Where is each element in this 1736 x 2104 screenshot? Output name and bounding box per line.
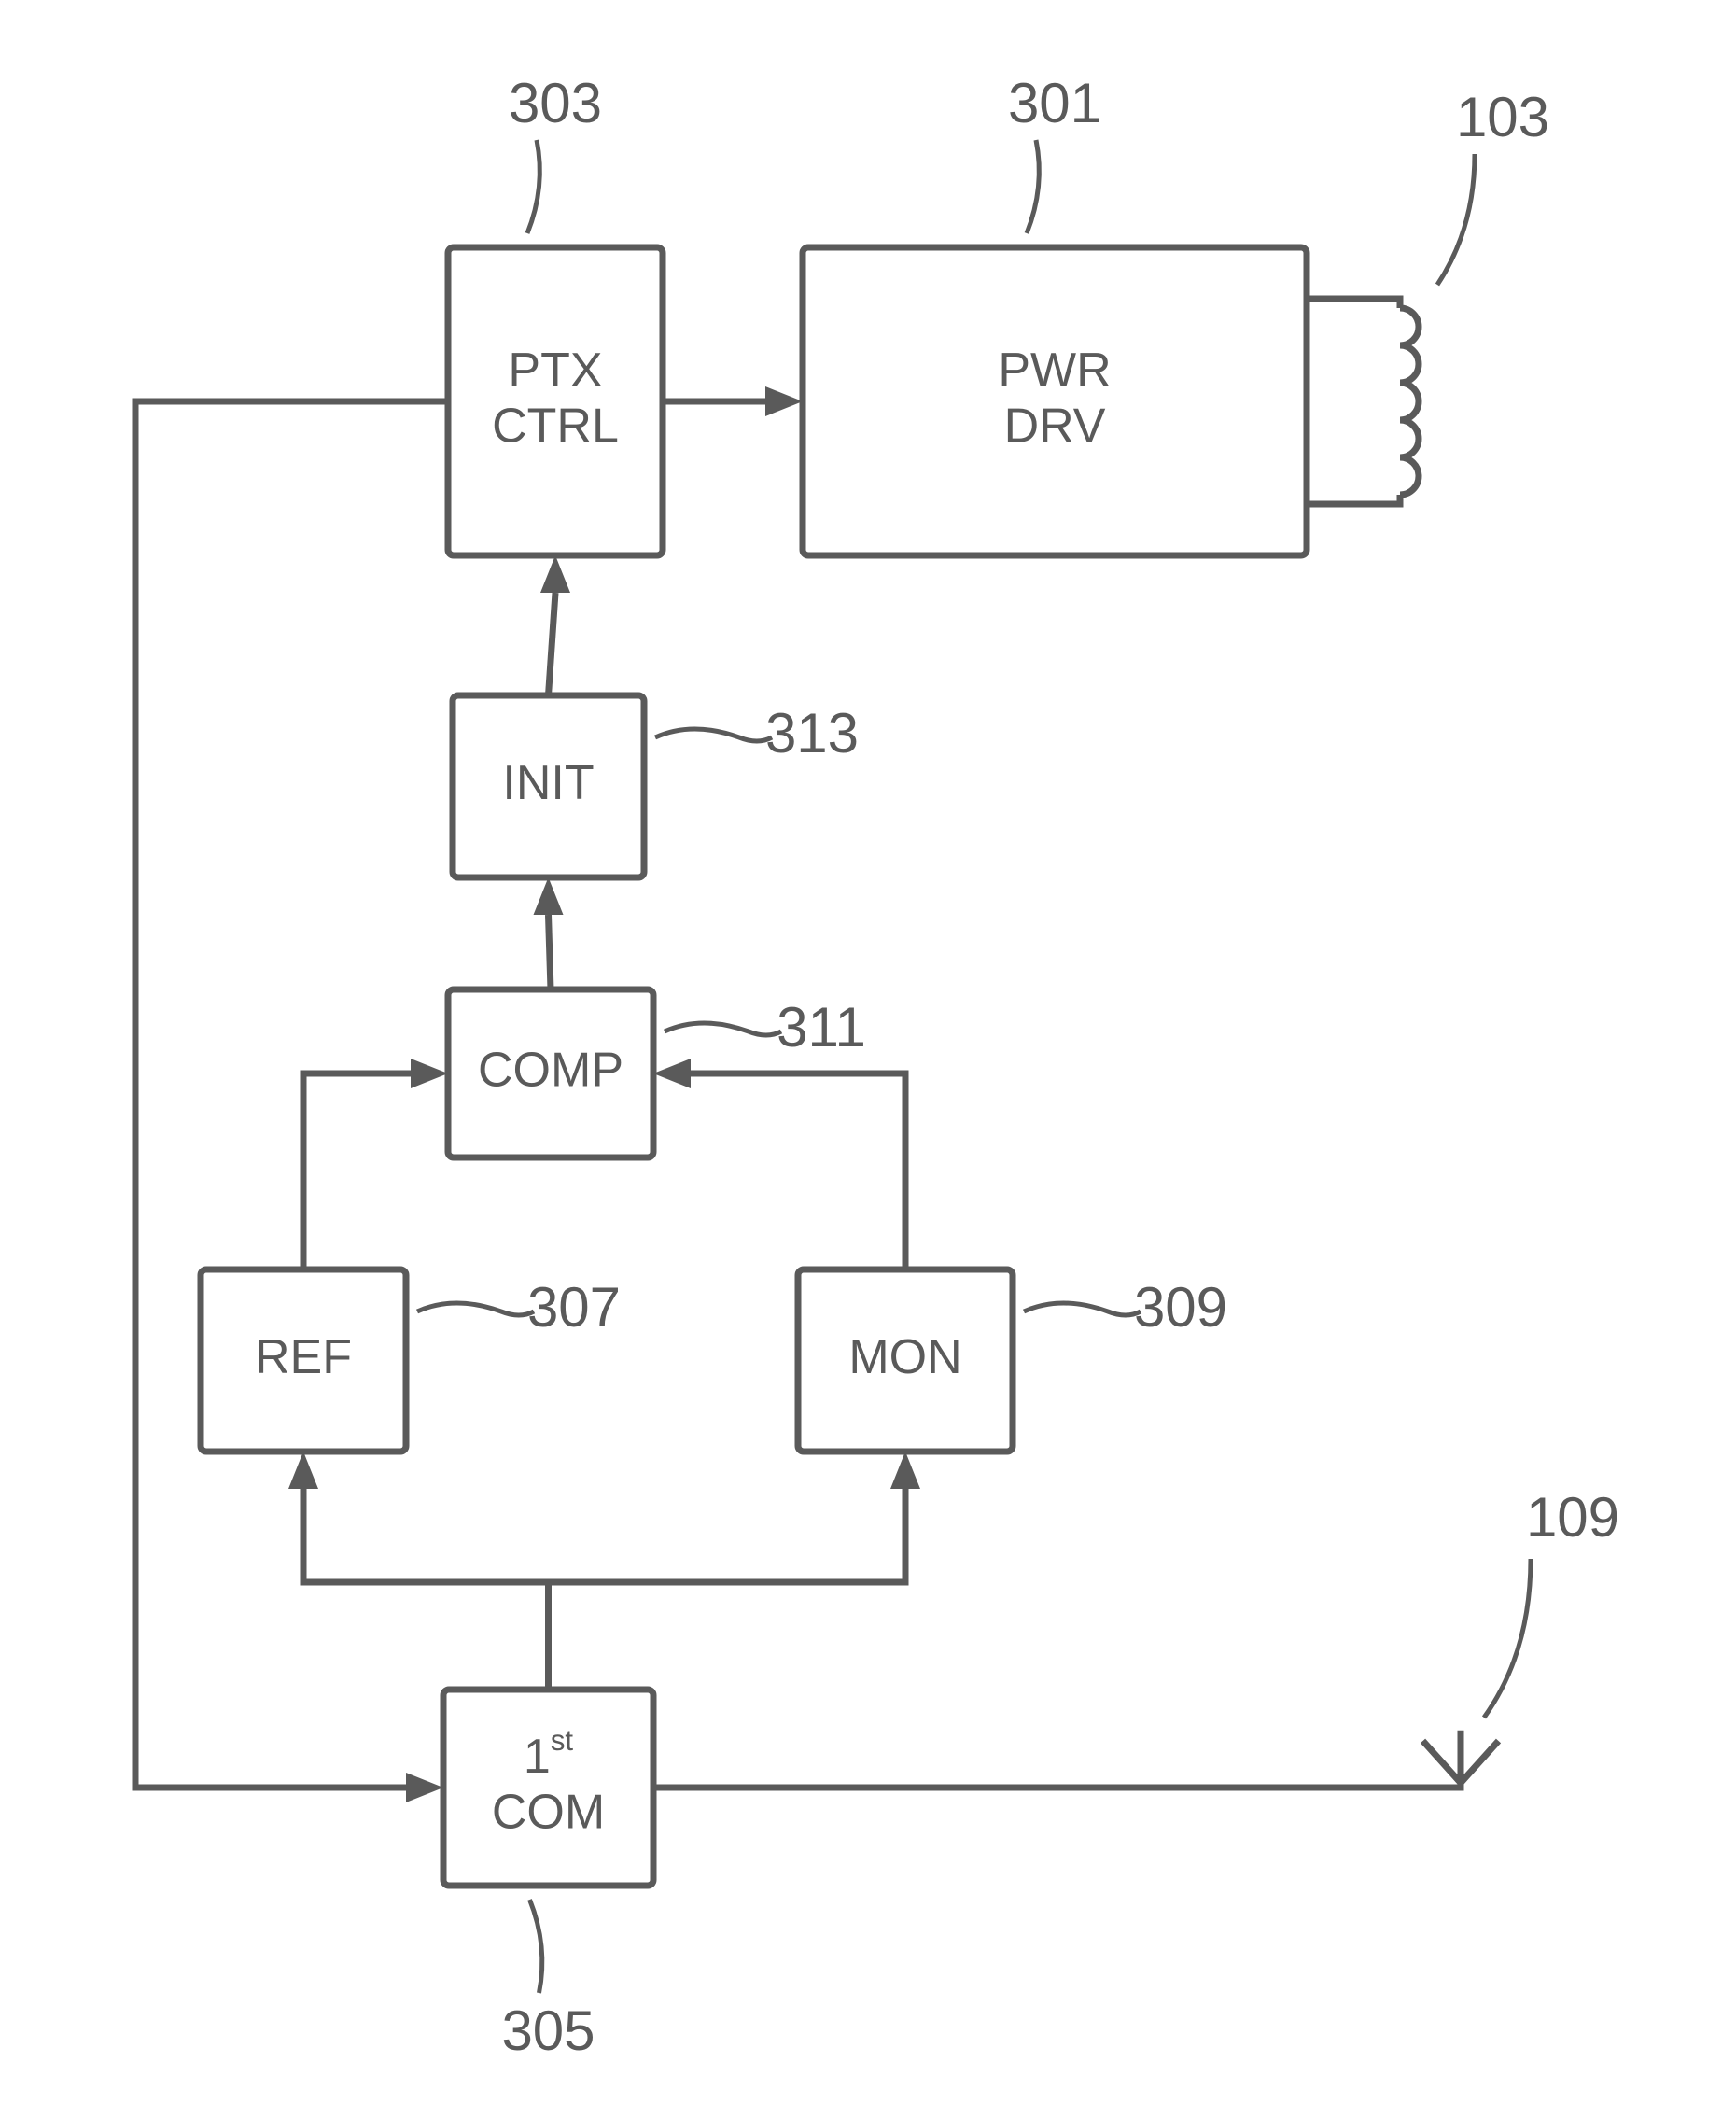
ref-leader-313	[655, 729, 772, 741]
ref-leader-309	[1024, 1303, 1141, 1315]
ref-leader-305	[530, 1900, 542, 1993]
block-ptx_ctrl-label: PTX	[508, 344, 602, 398]
arrowhead	[406, 1773, 443, 1802]
block-ptx_ctrl-label: CTRL	[492, 400, 619, 454]
arrowhead	[534, 877, 564, 915]
ref-label-109: 109	[1526, 1486, 1619, 1549]
inductor-coil	[1400, 308, 1419, 495]
block-ref-label: REF	[255, 1330, 352, 1384]
block-pwr_drv-label: DRV	[1004, 400, 1106, 454]
block-com-label: COM	[492, 1786, 605, 1840]
block-diagram: 103 109 PTXCTRL 303 PWRDRV 301 INIT 313 COMP 311 R…	[0, 0, 1736, 2104]
connector-ref-comp	[303, 1073, 411, 1269]
block-pwr_drv-label: PWR	[998, 344, 1111, 398]
arrowhead	[411, 1059, 448, 1088]
block-comp-label: COMP	[478, 1044, 623, 1098]
antenna-icon	[1423, 1741, 1462, 1783]
ref-leader-307	[417, 1303, 534, 1315]
arrowhead	[765, 386, 803, 416]
block-com-label: 1st	[524, 1724, 574, 1784]
ref-label-307: 307	[527, 1276, 621, 1339]
ref-leader-301	[1027, 140, 1039, 233]
ref-label-305: 305	[501, 1999, 595, 2062]
connector-com-mon	[549, 1489, 906, 1582]
ref-leader-109	[1484, 1559, 1531, 1718]
connector	[549, 593, 556, 695]
connector-com-antenna	[653, 1783, 1461, 1788]
ref-leader-103	[1437, 154, 1475, 285]
arrowhead	[653, 1059, 691, 1088]
arrowhead	[288, 1452, 318, 1489]
ref-label-313: 313	[765, 702, 859, 764]
connector	[549, 915, 552, 989]
arrowhead	[540, 555, 570, 593]
inductor-lead-bot	[1307, 495, 1400, 504]
ref-label-309: 309	[1134, 1276, 1227, 1339]
ref-label-311: 311	[777, 996, 866, 1059]
connector-com-ref	[303, 1489, 549, 1690]
block-mon-label: MON	[848, 1330, 961, 1384]
ref-leader-311	[665, 1023, 781, 1035]
ref-label-303: 303	[509, 72, 602, 134]
arrowhead	[890, 1452, 920, 1489]
ref-label-301: 301	[1008, 72, 1101, 134]
connector-mon-comp	[691, 1073, 905, 1269]
ref-label-103: 103	[1456, 86, 1549, 148]
antenna-icon	[1461, 1741, 1499, 1783]
inductor-lead-top	[1307, 299, 1400, 308]
ref-leader-303	[527, 140, 539, 233]
block-init-label: INIT	[502, 756, 594, 810]
